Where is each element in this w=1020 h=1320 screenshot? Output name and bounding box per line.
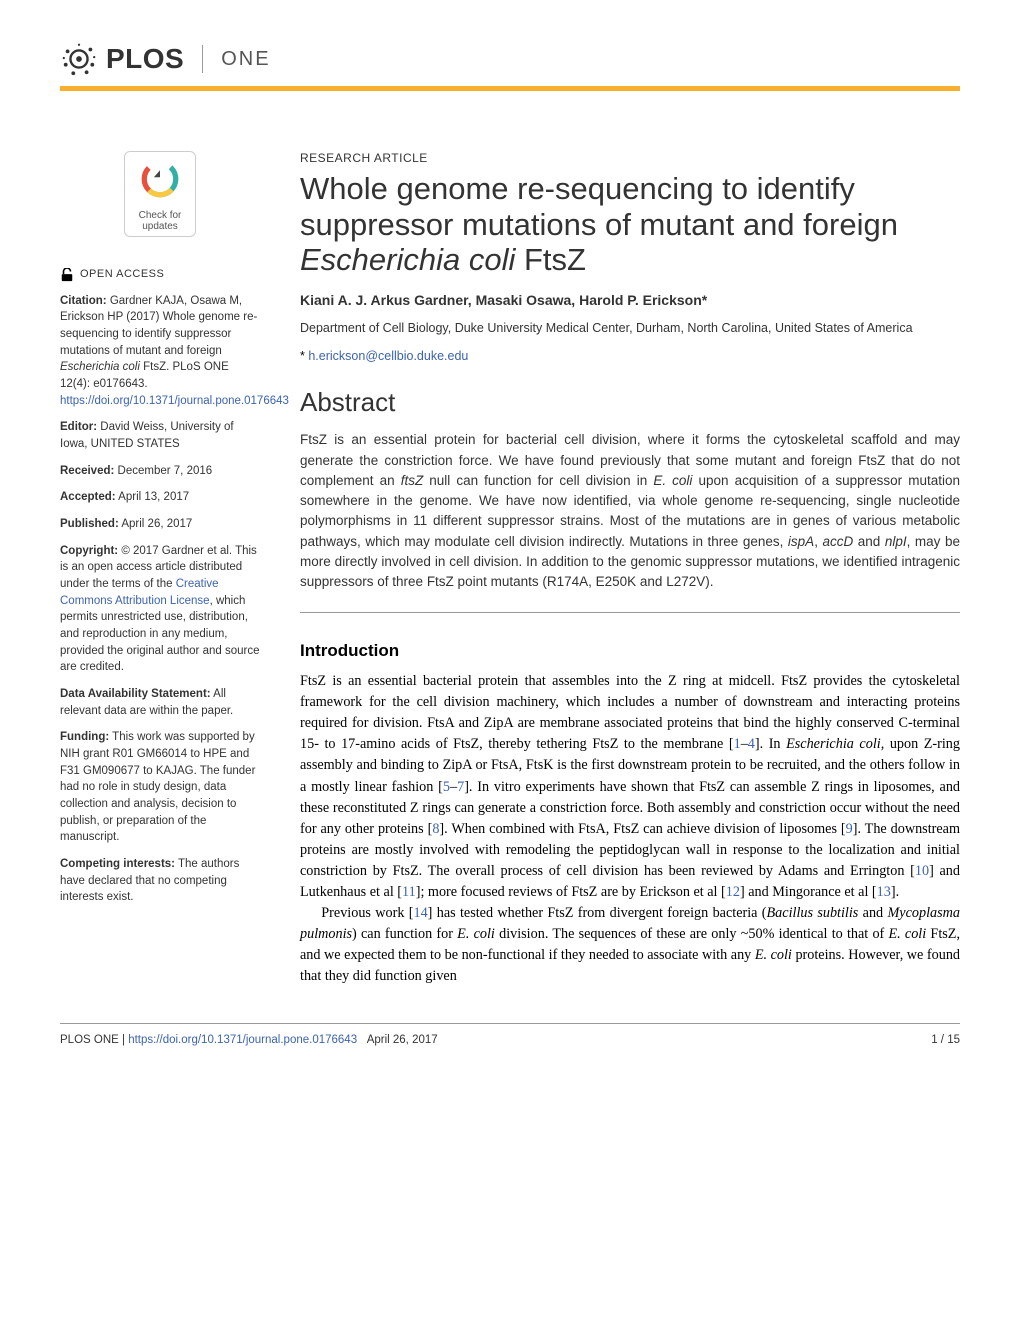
sidebar: Check forupdates OPEN ACCESS Citation: G… [60,151,260,987]
open-access-label: OPEN ACCESS [80,267,164,283]
brand-divider [202,45,203,73]
funding: Funding: This work was supported by NIH … [60,729,260,846]
ref-link[interactable]: 9 [846,821,853,837]
authors: Kiani A. J. Arkus Gardner, Masaki Osawa,… [300,292,960,308]
ref-link[interactable]: 4 [748,736,755,752]
page-number: 1 / 15 [931,1034,960,1046]
plos-icon [60,40,98,78]
intro-heading: Introduction [300,641,960,661]
check-updates-l2: updates [142,221,178,232]
crossmark-icon [139,158,181,200]
page-footer: PLOS ONE | https://doi.org/10.1371/journ… [60,1034,960,1046]
received: Received: December 7, 2016 [60,463,260,480]
plos-one-text: ONE [221,48,270,71]
copyright: Copyright: © 2017 Gardner et al. This is… [60,543,260,676]
article-type: RESEARCH ARTICLE [300,151,960,165]
ref-link[interactable]: 10 [915,863,929,879]
email-link[interactable]: h.erickson@cellbio.duke.edu [308,349,468,363]
citation-doi-link[interactable]: https://doi.org/10.1371/journal.pone.017… [60,395,289,407]
ref-link[interactable]: 1 [734,736,741,752]
article-title: Whole genome re-sequencing to identify s… [300,171,960,278]
main-content: RESEARCH ARTICLE Whole genome re-sequenc… [300,151,960,987]
corresponding-email: * h.erickson@cellbio.duke.edu [300,349,960,363]
ref-link[interactable]: 11 [402,884,416,900]
editor: Editor: David Weiss, University of Iowa,… [60,419,260,452]
section-divider [300,612,960,613]
ref-link[interactable]: 14 [413,905,427,921]
footer-divider [60,1023,960,1024]
affiliation: Department of Cell Biology, Duke Univers… [300,320,960,338]
footer-journal: PLOS ONE | [60,1034,128,1046]
open-lock-icon [60,268,74,282]
abstract-text: FtsZ is an essential protein for bacteri… [300,430,960,592]
ref-link[interactable]: 12 [726,884,740,900]
ref-link[interactable]: 5 [443,779,450,795]
intro-p1: FtsZ is an essential bacterial protein t… [300,671,960,902]
footer-doi-link[interactable]: https://doi.org/10.1371/journal.pone.017… [128,1034,357,1046]
citation: Citation: Gardner KAJA, Osawa M, Erickso… [60,293,260,410]
open-access-row: OPEN ACCESS [60,267,260,283]
journal-header: PLOS ONE [60,40,960,91]
competing-interests: Competing interests: The authors have de… [60,856,260,906]
plos-brand-text: PLOS [106,43,184,75]
published: Published: April 26, 2017 [60,516,260,533]
ref-link[interactable]: 13 [877,884,891,900]
data-availability: Data Availability Statement: All relevan… [60,686,260,719]
check-updates-l1: Check for [139,210,182,221]
footer-date: April 26, 2017 [367,1034,438,1046]
accepted: Accepted: April 13, 2017 [60,489,260,506]
intro-p2: Previous work [14] has tested whether Ft… [300,903,960,987]
abstract-heading: Abstract [300,387,960,418]
plos-logo: PLOS ONE [60,40,271,78]
check-updates-badge[interactable]: Check forupdates [124,151,196,237]
